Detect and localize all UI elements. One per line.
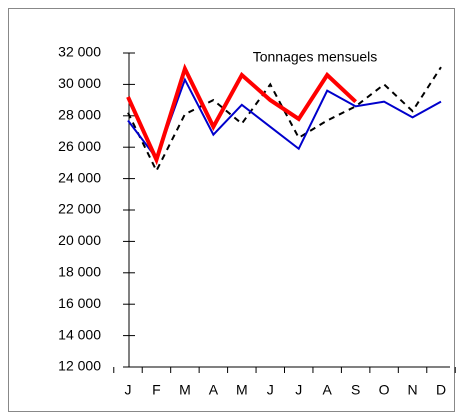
x-tick-label: J <box>267 382 274 398</box>
x-tick-label: O <box>379 382 390 398</box>
y-tick-label: 26 000 <box>58 138 101 154</box>
y-tick-label: 16 000 <box>58 295 101 311</box>
x-tick-label: A <box>209 382 219 398</box>
y-tick-label: 32 000 <box>58 44 101 60</box>
y-tick-label: 12 000 <box>58 358 101 374</box>
y-tick-label: 28 000 <box>58 107 101 123</box>
y-tick-label: 24 000 <box>58 169 101 185</box>
x-tick-label: N <box>407 382 417 398</box>
x-tick-label: M <box>236 382 248 398</box>
y-tick-label: 20 000 <box>58 232 101 248</box>
x-tick-label: J <box>295 382 302 398</box>
x-tick-label: F <box>152 382 161 398</box>
x-tick-label: M <box>179 382 191 398</box>
chart-title: Tonnages mensuels <box>253 49 378 65</box>
x-tick-label: D <box>436 382 446 398</box>
y-tick-label: 14 000 <box>58 326 101 342</box>
y-tick-label: 30 000 <box>58 75 101 91</box>
series-line <box>126 63 358 166</box>
x-tick-label: A <box>323 382 333 398</box>
x-tick-label: S <box>351 382 360 398</box>
frame <box>8 8 455 412</box>
series-line <box>127 77 442 161</box>
x-tick-label: J <box>125 382 132 398</box>
y-tick-label: 22 000 <box>58 201 101 217</box>
y-tick-label: 18 000 <box>58 264 101 280</box>
